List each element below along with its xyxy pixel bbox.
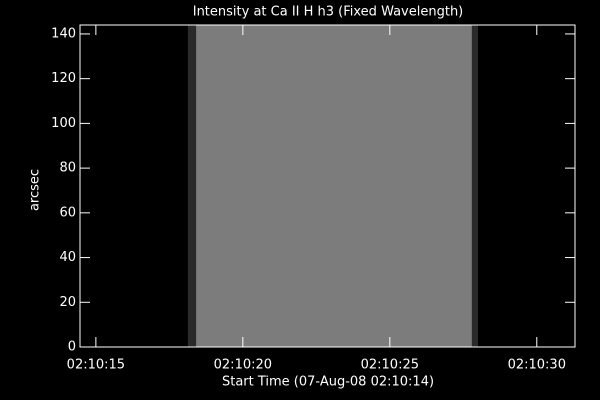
y-tick-label: 60	[59, 205, 76, 220]
image-layer	[196, 25, 472, 347]
x-tick-label: 02:10:15	[67, 358, 125, 373]
y-tick-label: 100	[51, 116, 76, 131]
plot-frame	[79, 24, 576, 348]
y-tick-label: 80	[59, 161, 76, 176]
y-tick-label: 20	[59, 295, 76, 310]
chart-title: Intensity at Ca II H h3 (Fixed Wavelengt…	[193, 5, 464, 20]
y-tick-label: 0	[68, 340, 76, 355]
y-tick-label: 40	[59, 250, 76, 265]
x-tick-label: 02:10:25	[361, 358, 419, 373]
y-axis-label: arcsec	[28, 169, 43, 211]
x-axis-label: Start Time (07-Aug-08 02:10:14)	[222, 375, 434, 390]
y-tick-label: 140	[51, 26, 76, 41]
y-tick-label: 120	[51, 71, 76, 86]
x-tick-label: 02:10:20	[214, 358, 272, 373]
x-tick-label: 02:10:30	[508, 358, 566, 373]
